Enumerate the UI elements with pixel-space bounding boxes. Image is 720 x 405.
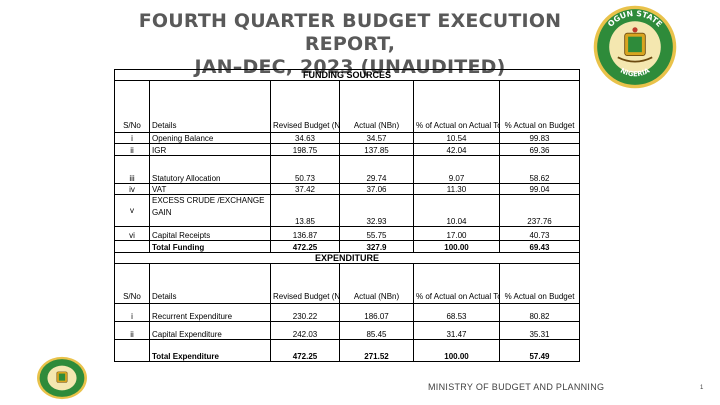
row-actual: 29.74 [339,155,414,184]
table-row: ii Capital Expenditure 242.03 85.45 31.4… [114,321,581,340]
report-title-line-1: FOURTH QUARTER BUDGET EXECUTION REPORT, [138,10,562,55]
row-pct-total: 17.00 [413,226,500,241]
table-row: v EXCESS CRUDE /EXCHANGE GAIN 13.85 32.93… [114,194,581,227]
budget-execution-table: FUNDING SOURCES S/No Details Revised Bud… [113,69,581,362]
row-actual: 271.52 [339,339,414,362]
row-pct-budget: 58.62 [498,155,581,184]
table-row: iii Statutory Allocation 50.73 29.74 9.0… [114,155,581,184]
row-revised: 472.25 [270,240,340,253]
row-pct-total: 42.04 [413,143,500,156]
svg-text:NIGERIA: NIGERIA [619,66,652,78]
row-sno: v [114,194,150,227]
col-header-actual: Actual (NBn) [339,263,414,304]
col-header-revised-budget: Revised Budget (NBn) [270,263,340,304]
col-header-revised-budget: Revised Budget (NBn) [270,80,340,133]
row-pct-total: 100.00 [413,240,500,253]
table-row: ii IGR 198.75 137.85 42.04 69.36 [114,143,581,156]
row-details-line-2: GAIN [152,208,172,217]
row-revised: 34.63 [270,132,340,144]
row-details: IGR [149,143,271,156]
row-pct-total: 10.04 [413,194,500,227]
total-expenditure-row: Total Expenditure 472.25 271.52 100.00 5… [114,339,581,362]
row-pct-budget: 35.31 [498,321,581,340]
row-pct-budget: 99.83 [498,132,581,144]
row-details: VAT [149,183,271,195]
row-pct-total: 11.30 [413,183,500,195]
row-details-line-1: EXCESS CRUDE /EXCHANGE [152,196,265,205]
row-revised: 242.03 [270,321,340,340]
table-row: i Recurrent Expenditure 230.22 186.07 68… [114,303,581,322]
row-actual: 85.45 [339,321,414,340]
row-sno: vi [114,226,150,241]
table-row: iv VAT 37.42 37.06 11.30 99.04 [114,183,581,195]
col-header-pct-budget: % Actual on Budget [498,263,581,304]
row-pct-budget: 99.04 [498,183,581,195]
expenditure-section: EXPENDITURE S/No Details Revised Budget … [113,252,581,362]
row-actual: 327.9 [339,240,414,253]
col-header-details: Details [149,263,271,304]
col-header-sno: S/No [114,80,150,133]
row-sno: ii [114,321,150,340]
row-actual: 32.93 [339,194,414,227]
col-header-actual: Actual (NBn) [339,80,414,133]
ministry-footer: MINISTRY OF BUDGET AND PLANNING [428,382,605,392]
ogun-state-seal-small-logo [37,356,87,400]
row-sno: iv [114,183,150,195]
expenditure-heading: EXPENDITURE [113,252,581,264]
row-pct-budget: 69.36 [498,143,581,156]
row-revised: 37.42 [270,183,340,195]
row-sno-empty [114,240,150,253]
row-pct-budget: 57.49 [498,339,581,362]
row-details: Statutory Allocation [149,155,271,184]
row-sno: i [114,303,150,322]
total-funding-row: Total Funding 472.25 327.9 100.00 69.43 [114,240,581,253]
row-pct-total: 9.07 [413,155,500,184]
row-details: Capital Expenditure [149,321,271,340]
row-revised: 136.87 [270,226,340,241]
row-details: Opening Balance [149,132,271,144]
row-details: Total Funding [149,240,271,253]
row-actual: 37.06 [339,183,414,195]
funding-sources-heading: FUNDING SOURCES [113,69,581,81]
row-pct-total: 100.00 [413,339,500,362]
row-sno: ii [114,143,150,156]
col-header-pct-total-expenditure: % of Actual on Actual Total Expenditure [413,263,500,304]
row-sno: iii [114,155,150,184]
col-header-sno: S/No [114,263,150,304]
funding-section: FUNDING SOURCES S/No Details Revised Bud… [113,69,581,253]
row-pct-budget: 237.76 [498,194,581,227]
table-row: vi Capital Receipts 136.87 55.75 17.00 4… [114,226,581,241]
row-actual: 34.57 [339,132,414,144]
row-details: Capital Receipts [149,226,271,241]
col-header-pct-budget: % Actual on Budget [498,80,581,133]
row-actual: 186.07 [339,303,414,322]
row-pct-budget: 40.73 [498,226,581,241]
col-header-details: Details [149,80,271,133]
col-header-pct-total-funding: % of Actual on Actual Total Funding [413,80,500,133]
row-revised: 230.22 [270,303,340,322]
row-pct-total: 31.47 [413,321,500,340]
row-pct-budget: 69.43 [498,240,581,253]
row-details: EXCESS CRUDE /EXCHANGE GAIN [149,194,271,227]
seal-bottom-text: NIGERIA [619,66,652,78]
row-sno: i [114,132,150,144]
row-pct-total: 68.53 [413,303,500,322]
row-details: Total Expenditure [149,339,271,362]
row-actual: 137.85 [339,143,414,156]
row-revised: 198.75 [270,143,340,156]
ogun-state-seal-logo: OGUN STATE NIGERIA [593,5,677,89]
row-revised: 13.85 [270,194,340,227]
row-revised: 472.25 [270,339,340,362]
row-actual: 55.75 [339,226,414,241]
page-number: 1 [700,385,704,391]
row-details: Recurrent Expenditure [149,303,271,322]
row-pct-budget: 80.82 [498,303,581,322]
row-sno-empty [114,339,150,362]
row-pct-total: 10.54 [413,132,500,144]
table-row: i Opening Balance 34.63 34.57 10.54 99.8… [114,132,581,144]
row-revised: 50.73 [270,155,340,184]
